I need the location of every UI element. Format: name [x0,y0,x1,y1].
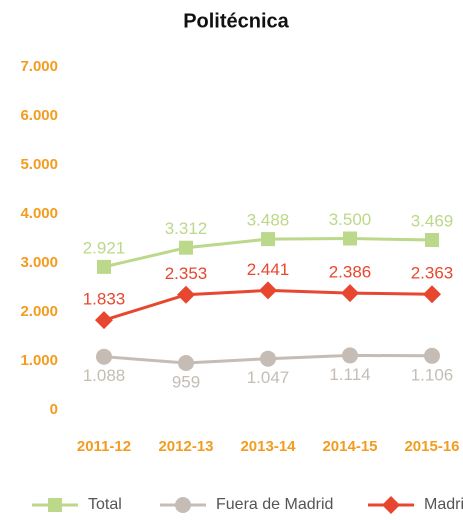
marker [179,240,193,255]
data-label: 3.488 [247,211,290,230]
x-tick-label: 2012-13 [158,438,213,455]
data-label: 1.047 [247,368,290,387]
marker [424,347,440,364]
y-tick-label: 0 [50,401,58,418]
data-label: 1.114 [329,365,370,384]
data-label: 1.833 [83,290,126,309]
y-tick-label: 2.000 [20,303,58,320]
marker [425,233,439,248]
legend-label: Madrid [424,496,463,513]
marker [341,284,359,303]
y-tick-label: 3.000 [20,254,58,271]
marker [175,497,191,513]
data-label: 2.921 [83,238,126,257]
data-label: 2.441 [247,260,290,279]
marker [95,311,113,330]
x-tick-label: 2015-16 [404,438,459,455]
marker [260,350,276,367]
marker [342,347,358,364]
marker [48,498,62,512]
data-label: 3.500 [329,210,372,229]
x-tick-label: 2013-14 [240,438,296,455]
data-label: 1.106 [411,365,454,384]
legend-label: Total [88,496,122,513]
y-tick-label: 6.000 [20,107,58,124]
marker [259,281,277,300]
y-tick-label: 5.000 [20,156,58,173]
marker [96,348,112,365]
marker [177,285,195,304]
y-tick-label: 7.000 [20,58,58,75]
marker [97,259,111,274]
data-label: 3.312 [165,219,208,238]
data-label: 2.353 [165,264,208,283]
marker [423,285,441,304]
marker [178,355,194,372]
x-tick-label: 2014-15 [322,438,377,455]
marker [343,231,357,246]
data-label: 2.363 [411,264,454,283]
x-tick-label: 2011-12 [77,438,131,455]
y-tick-label: 4.000 [20,205,58,222]
data-label: 3.469 [411,212,454,231]
data-label: 959 [172,372,200,391]
chart-title: Politécnica [183,10,289,32]
data-label: 2.386 [329,263,372,282]
y-tick-label: 1.000 [20,352,58,369]
marker [261,232,275,247]
marker [382,496,400,514]
data-label: 1.088 [83,366,126,385]
legend-label: Fuera de Madrid [216,496,333,513]
